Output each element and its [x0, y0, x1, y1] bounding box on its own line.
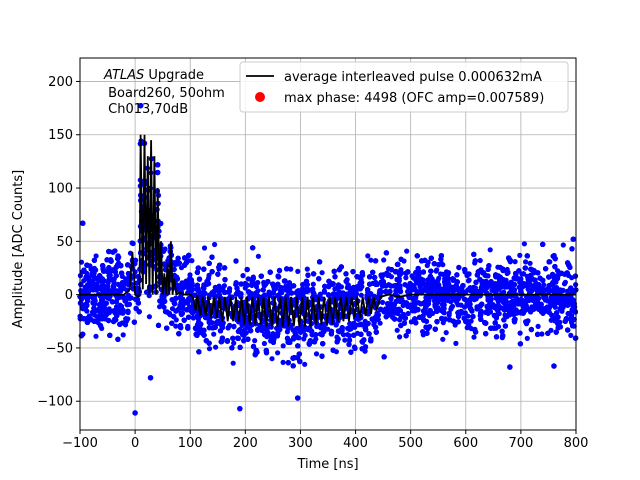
sample-point: [213, 344, 219, 350]
sample-point: [405, 310, 411, 317]
sample-point: [288, 266, 294, 272]
sample-point: [146, 293, 152, 299]
sample-point: [561, 281, 568, 287]
sample-point: [321, 288, 327, 294]
sample-point: [302, 332, 308, 338]
sample-point: [295, 268, 301, 274]
sample-point: [212, 241, 218, 248]
sample-point: [517, 252, 523, 258]
sample-point: [379, 299, 386, 305]
sample-point: [146, 314, 152, 320]
sample-point: [527, 260, 533, 266]
sample-point: [280, 343, 286, 349]
sample-point: [438, 271, 444, 277]
sample-point: [368, 257, 374, 263]
sample-point: [539, 331, 545, 337]
sample-point: [313, 351, 320, 357]
sample-point: [408, 319, 414, 325]
sample-point: [94, 281, 100, 287]
sample-point: [381, 257, 387, 263]
sample-point: [255, 253, 261, 259]
sample-point: [446, 281, 452, 287]
sample-point: [560, 242, 566, 248]
sample-point: [521, 241, 528, 247]
sample-point: [487, 247, 493, 253]
sample-point: [319, 270, 325, 276]
sample-point: [548, 317, 554, 323]
sample-point: [173, 323, 179, 329]
sample-point: [443, 330, 449, 336]
sample-point: [535, 323, 541, 329]
sample-point: [365, 253, 371, 259]
sample-point: [304, 266, 310, 272]
sample-point: [189, 258, 195, 264]
sample-point: [252, 338, 258, 344]
sample-point: [465, 313, 471, 319]
sample-point: [523, 259, 529, 265]
sample-point: [346, 333, 352, 339]
sample-point: [524, 335, 530, 341]
sample-point: [269, 356, 275, 362]
sample-point: [453, 340, 459, 346]
sample-point: [93, 253, 99, 259]
sample-point: [541, 282, 547, 288]
sample-point: [310, 290, 316, 296]
sample-point: [436, 275, 442, 281]
sample-point: [449, 303, 456, 309]
sample-point: [403, 275, 409, 281]
sample-point: [471, 334, 477, 340]
sample-point: [433, 268, 439, 274]
sample-point: [275, 350, 281, 356]
sample-point: [240, 273, 246, 279]
sample-point: [230, 360, 236, 366]
sample-point: [211, 331, 217, 337]
sample-point: [302, 361, 308, 367]
sample-point: [358, 292, 364, 298]
sample-point: [512, 259, 518, 265]
sample-point: [310, 281, 316, 287]
sample-point: [280, 359, 286, 365]
sample-point: [106, 306, 112, 312]
sample-point: [456, 265, 462, 271]
sample-point: [340, 332, 347, 338]
sample-point: [517, 330, 523, 336]
sample-point: [120, 332, 126, 338]
sample-point: [404, 248, 410, 254]
sample-point: [466, 277, 472, 283]
sample-point: [446, 312, 452, 318]
sample-point: [261, 340, 267, 347]
sample-point: [93, 333, 99, 339]
sample-point: [342, 337, 348, 343]
sample-point: [130, 240, 136, 247]
sample-point: [420, 329, 426, 335]
sample-point: [397, 334, 403, 340]
sample-point: [568, 332, 574, 338]
sample-point: [440, 336, 446, 342]
sample-point: [201, 245, 208, 251]
sample-point: [394, 327, 400, 333]
sample-point: [206, 346, 213, 352]
sample-point: [231, 340, 237, 346]
sample-point: [477, 257, 483, 264]
